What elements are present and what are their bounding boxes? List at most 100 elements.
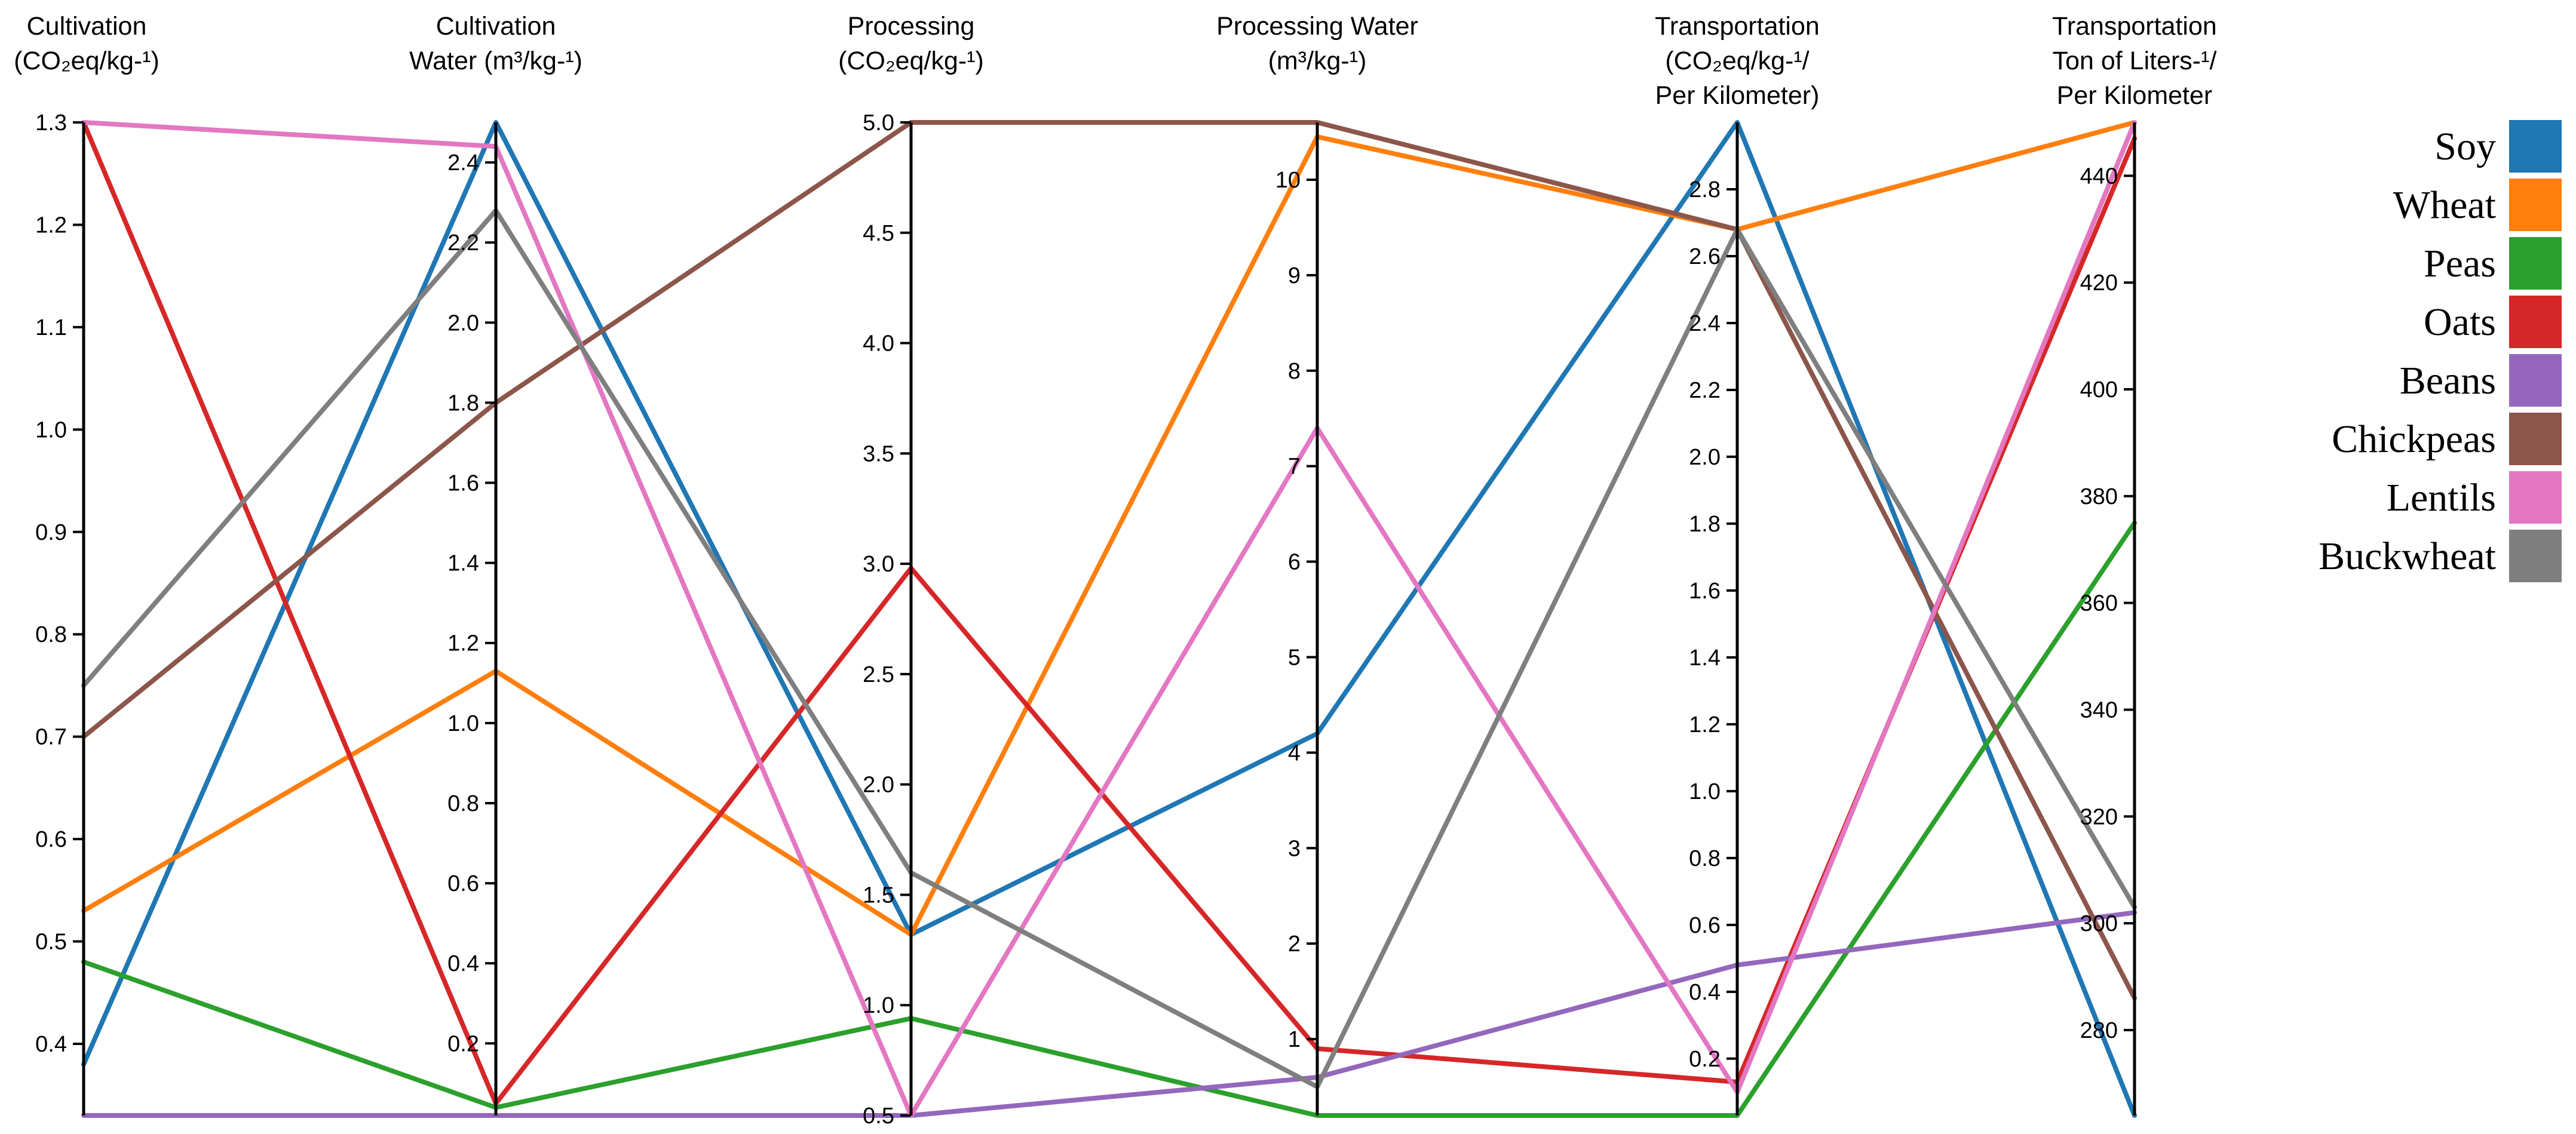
legend-swatch — [2509, 296, 2562, 348]
tick-label: 0.5 — [863, 1104, 894, 1129]
axis-title-line: Transportation — [1655, 12, 1820, 41]
tick-label: 6 — [1288, 550, 1301, 575]
axis-title-cultivation_water: Cultivation Water (m³/kg-¹) — [409, 12, 582, 75]
axis-title-cultivation: Cultivation (CO₂eq/kg-¹) — [14, 12, 160, 75]
tick-label: 0.6 — [447, 871, 479, 896]
tick-label: 1.0 — [447, 711, 479, 736]
tick-label: 0.7 — [35, 725, 67, 750]
tick-label: 10 — [1275, 168, 1301, 193]
tick-label: 1.4 — [1689, 646, 1721, 671]
axis-title-transportation_ton: Transportation Ton of Liters-¹/Per Kilome… — [2052, 12, 2217, 110]
axis-title-processing_water: Processing Water (m³/kg-¹) — [1216, 12, 1418, 75]
series-lines — [81, 120, 2137, 1118]
axis-title-line: Processing Water — [1216, 12, 1418, 41]
series-line-lentils — [81, 120, 2137, 1118]
axis-title-line: Water (m³/kg-¹) — [409, 47, 582, 75]
tick-label: 1.8 — [1689, 512, 1721, 537]
axis-processing: 0.5 1.0 1.5 2.0 2.5 3.0 3.5 4.0 4.5 5.0 Processing… — [838, 12, 984, 1129]
tick-label: 0.4 — [447, 951, 479, 976]
tick-label: 0.4 — [1689, 980, 1721, 1005]
tick-label: 2.0 — [447, 311, 479, 336]
legend-item-oats: Oats — [2424, 296, 2562, 348]
axis-title-line: Per Kilometer) — [1655, 81, 1820, 110]
legend-label: Lentils — [2387, 476, 2496, 520]
tick-label: 3.0 — [863, 552, 894, 577]
tick-label: 2.8 — [1689, 177, 1721, 202]
tick-label: 5.0 — [863, 110, 894, 136]
axis-cultivation: 0.4 0.5 0.6 0.7 0.8 0.9 1.0 1.1 1.2 1.3 Cultivatio… — [14, 12, 160, 1115]
legend-label: Buckwheat — [2319, 534, 2496, 578]
legend-swatch — [2509, 120, 2562, 173]
tick-label: 2.0 — [1689, 445, 1721, 470]
axis-title-line: Per Kilometer — [2057, 81, 2212, 110]
tick-label: 1.0 — [1689, 779, 1721, 804]
tick-label: 2.4 — [1689, 311, 1721, 336]
axis-title-line: Processing — [848, 12, 975, 41]
tick-label: 1.0 — [863, 993, 894, 1018]
tick-label: 1.6 — [1689, 579, 1721, 604]
axis-title-line: Cultivation — [27, 12, 147, 41]
tick-label: 1 — [1288, 1027, 1301, 1052]
series-line-beans — [81, 910, 2137, 1118]
tick-label: 0.5 — [35, 930, 67, 955]
legend-item-buckwheat: Buckwheat — [2319, 530, 2562, 582]
tick-label: 5 — [1288, 645, 1301, 670]
tick-label: 1.2 — [35, 213, 67, 238]
legend-swatch — [2509, 354, 2562, 407]
tick-label: 320 — [2080, 804, 2118, 829]
legend-swatch — [2509, 471, 2562, 524]
tick-label: 1.2 — [1689, 712, 1721, 737]
axes: 0.4 0.5 0.6 0.7 0.8 0.9 1.0 1.1 1.2 1.3 Cultivatio… — [14, 12, 2217, 1129]
legend-item-peas: Peas — [2424, 237, 2562, 290]
tick-label: 340 — [2080, 697, 2118, 723]
series-line-wheat — [81, 120, 2137, 937]
legend-label: Oats — [2424, 300, 2496, 344]
axis-transportation_ton: 280 300 320 340 360 380 400 420 440 Transportatio… — [2052, 12, 2217, 1115]
legend: Soy Wheat Peas Oats Beans Chickpeas Lentils Buc… — [2319, 120, 2562, 582]
tick-label: 3.5 — [863, 441, 894, 466]
tick-label: 2.4 — [447, 150, 479, 176]
legend-item-beans: Beans — [2400, 354, 2562, 407]
tick-label: 300 — [2080, 911, 2118, 936]
tick-label: 1.8 — [447, 391, 479, 416]
series-line-soy — [81, 120, 2137, 1118]
tick-label: 1.4 — [447, 551, 479, 576]
tick-label: 1.0 — [35, 417, 67, 442]
legend-swatch — [2509, 413, 2562, 465]
tick-label: 1.5 — [863, 883, 894, 908]
legend-item-lentils: Lentils — [2387, 471, 2562, 524]
legend-label: Beans — [2400, 359, 2496, 402]
tick-label: 4 — [1288, 740, 1301, 766]
tick-label: 2.2 — [447, 231, 479, 256]
series-line-oats — [81, 120, 2137, 1106]
axis-title-line: Cultivation — [436, 12, 556, 41]
axis-title-line: Ton of Liters-¹/ — [2053, 47, 2217, 75]
axis-title-line: Transportation — [2052, 12, 2217, 41]
tick-label: 420 — [2080, 271, 2118, 296]
legend-label: Chickpeas — [2332, 417, 2496, 461]
tick-label: 1.3 — [35, 110, 67, 136]
axis-transportation: 0.2 0.4 0.6 0.8 1.0 1.2 1.4 1.6 1.8 2.0 2.2 2.4 2.6 2… — [1655, 12, 1820, 1115]
legend-label: Soy — [2434, 125, 2496, 168]
tick-label: 400 — [2080, 377, 2118, 402]
tick-label: 1.6 — [447, 471, 479, 496]
tick-label: 2.2 — [1689, 378, 1721, 403]
tick-label: 1.1 — [35, 315, 67, 340]
tick-label: 0.8 — [35, 622, 67, 647]
legend-label: Wheat — [2393, 183, 2496, 227]
tick-label: 2.6 — [1689, 244, 1721, 269]
legend-item-chickpeas: Chickpeas — [2332, 413, 2562, 465]
tick-label: 0.8 — [447, 791, 479, 816]
tick-label: 1.2 — [447, 631, 479, 656]
tick-label: 7 — [1288, 454, 1301, 480]
tick-label: 2 — [1288, 932, 1301, 957]
tick-label: 0.2 — [447, 1031, 479, 1056]
series-line-peas — [81, 520, 2137, 1118]
series-line-chickpeas — [81, 120, 2137, 1001]
axis-title-line: (m³/kg-¹) — [1268, 47, 1367, 75]
tick-label: 0.2 — [1689, 1047, 1721, 1072]
tick-label: 9 — [1288, 263, 1301, 288]
axis-title-processing: Processing (CO₂eq/kg-¹) — [838, 12, 984, 75]
tick-label: 4.5 — [863, 221, 894, 246]
